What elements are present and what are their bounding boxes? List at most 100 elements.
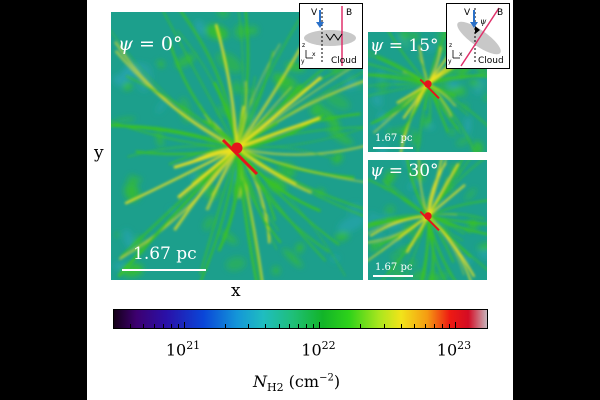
colorbar-minor-tick bbox=[360, 324, 362, 328]
column-density-map-psi30 bbox=[368, 160, 487, 280]
x-axis-label: x bbox=[231, 281, 241, 301]
y-axis-label: y bbox=[94, 143, 104, 163]
filament bbox=[236, 147, 340, 246]
density-patch bbox=[422, 116, 431, 129]
colorbar-minor-tick bbox=[265, 324, 267, 328]
colorbar-minor-tick bbox=[153, 324, 155, 328]
inset2-z-label: z bbox=[449, 42, 453, 49]
density-patch bbox=[126, 174, 137, 203]
ridge-filament bbox=[406, 215, 429, 254]
dense-core bbox=[231, 142, 243, 154]
density-patch bbox=[464, 116, 471, 135]
filament bbox=[236, 145, 363, 156]
density-patch bbox=[395, 35, 410, 46]
scale-label-main: 1.67 pc bbox=[133, 244, 197, 264]
density-patch bbox=[397, 246, 410, 256]
inset1-z-label: z bbox=[302, 42, 306, 49]
density-patch bbox=[474, 78, 485, 95]
filament bbox=[236, 127, 363, 149]
filament bbox=[392, 185, 429, 217]
filament bbox=[236, 81, 247, 149]
filament bbox=[427, 212, 485, 220]
filament bbox=[235, 147, 258, 280]
density-patch bbox=[295, 243, 304, 253]
density-patch bbox=[272, 266, 280, 275]
density-patch bbox=[114, 232, 122, 237]
colorbar-minor-tick bbox=[289, 324, 291, 328]
density-patch bbox=[426, 43, 435, 52]
density-patch bbox=[272, 73, 298, 88]
dense-core-ridge bbox=[419, 78, 440, 99]
scale-bar-main bbox=[122, 269, 206, 271]
filament bbox=[418, 160, 429, 217]
figure: ψ = 0° 1.67 pc ψ = 15° 1.67 pc ψ = 30° 1… bbox=[87, 0, 513, 400]
density-patch bbox=[448, 128, 456, 136]
density-patch bbox=[283, 248, 303, 268]
ridge-filament bbox=[173, 146, 238, 169]
ridge-filament bbox=[396, 83, 429, 104]
scale-label-30: 1.67 pc bbox=[375, 262, 413, 273]
inset2-cloud-label: Cloud bbox=[478, 56, 504, 66]
density-patch bbox=[386, 128, 394, 135]
ridge-filament bbox=[427, 184, 466, 217]
density-patch bbox=[391, 252, 404, 269]
scale-label-15: 1.67 pc bbox=[375, 133, 413, 144]
filament bbox=[236, 43, 281, 149]
filament bbox=[236, 146, 335, 160]
density-patch bbox=[203, 216, 215, 231]
colorbar-tick-2 bbox=[454, 322, 456, 328]
filament bbox=[118, 147, 238, 260]
scale-bar-15 bbox=[373, 147, 413, 149]
density-patch bbox=[385, 205, 395, 216]
filament bbox=[214, 23, 239, 149]
b-field-line-tilted bbox=[460, 7, 500, 67]
density-patch bbox=[155, 98, 168, 114]
velocity-arrowhead bbox=[316, 22, 324, 28]
colorbar-minor-tick bbox=[441, 324, 443, 328]
filament bbox=[388, 32, 429, 85]
density-patch bbox=[113, 117, 136, 123]
ridge-filament bbox=[177, 146, 238, 199]
density-patch bbox=[157, 60, 165, 68]
colorbar-tick-label-2: 1023 bbox=[436, 339, 472, 360]
angle-wedge bbox=[475, 26, 480, 34]
filament bbox=[235, 12, 250, 149]
velocity-arrowhead-tilted bbox=[470, 22, 478, 28]
inset2-y-label: y bbox=[448, 58, 452, 65]
density-patch bbox=[465, 188, 476, 201]
geometry-inset-psi0: V B Cloud z x y bbox=[299, 3, 363, 69]
filament bbox=[406, 160, 429, 217]
colorbar-minor-tick bbox=[177, 324, 179, 328]
geometry-inset-tilted: V B ψ Cloud z x y bbox=[446, 3, 510, 69]
scale-bar-30 bbox=[373, 275, 413, 277]
colorbar-minor-tick bbox=[433, 324, 435, 328]
ridge-filament bbox=[398, 215, 429, 239]
density-patch bbox=[371, 93, 383, 107]
density-patch bbox=[246, 25, 258, 36]
geometry-diagram-tilted bbox=[452, 7, 501, 67]
filament bbox=[427, 199, 487, 217]
filament bbox=[427, 215, 472, 280]
density-patch bbox=[195, 19, 205, 36]
filament bbox=[124, 147, 238, 205]
colorbar-minor-tick bbox=[424, 324, 426, 328]
psi-label-15: ψ = 15° bbox=[370, 36, 439, 56]
colorbar-tick-label-0: 1021 bbox=[165, 339, 201, 360]
density-patch bbox=[123, 229, 135, 250]
ridge-filament bbox=[236, 116, 321, 150]
colorbar-minor-tick bbox=[170, 324, 172, 328]
filament bbox=[117, 147, 238, 278]
inset2-b-label: B bbox=[497, 8, 504, 18]
density-patch bbox=[484, 93, 487, 101]
density-patch bbox=[412, 172, 424, 182]
filament bbox=[199, 147, 238, 275]
density-patch bbox=[156, 129, 163, 148]
filament bbox=[236, 14, 303, 149]
ridge-filament bbox=[402, 83, 429, 119]
inset2-v-label: V bbox=[464, 8, 471, 18]
filament bbox=[205, 147, 239, 211]
density-patch bbox=[122, 82, 131, 91]
inset2-x-label: x bbox=[459, 51, 463, 58]
geometry-diagram-psi0 bbox=[304, 6, 356, 66]
filament bbox=[416, 83, 429, 152]
